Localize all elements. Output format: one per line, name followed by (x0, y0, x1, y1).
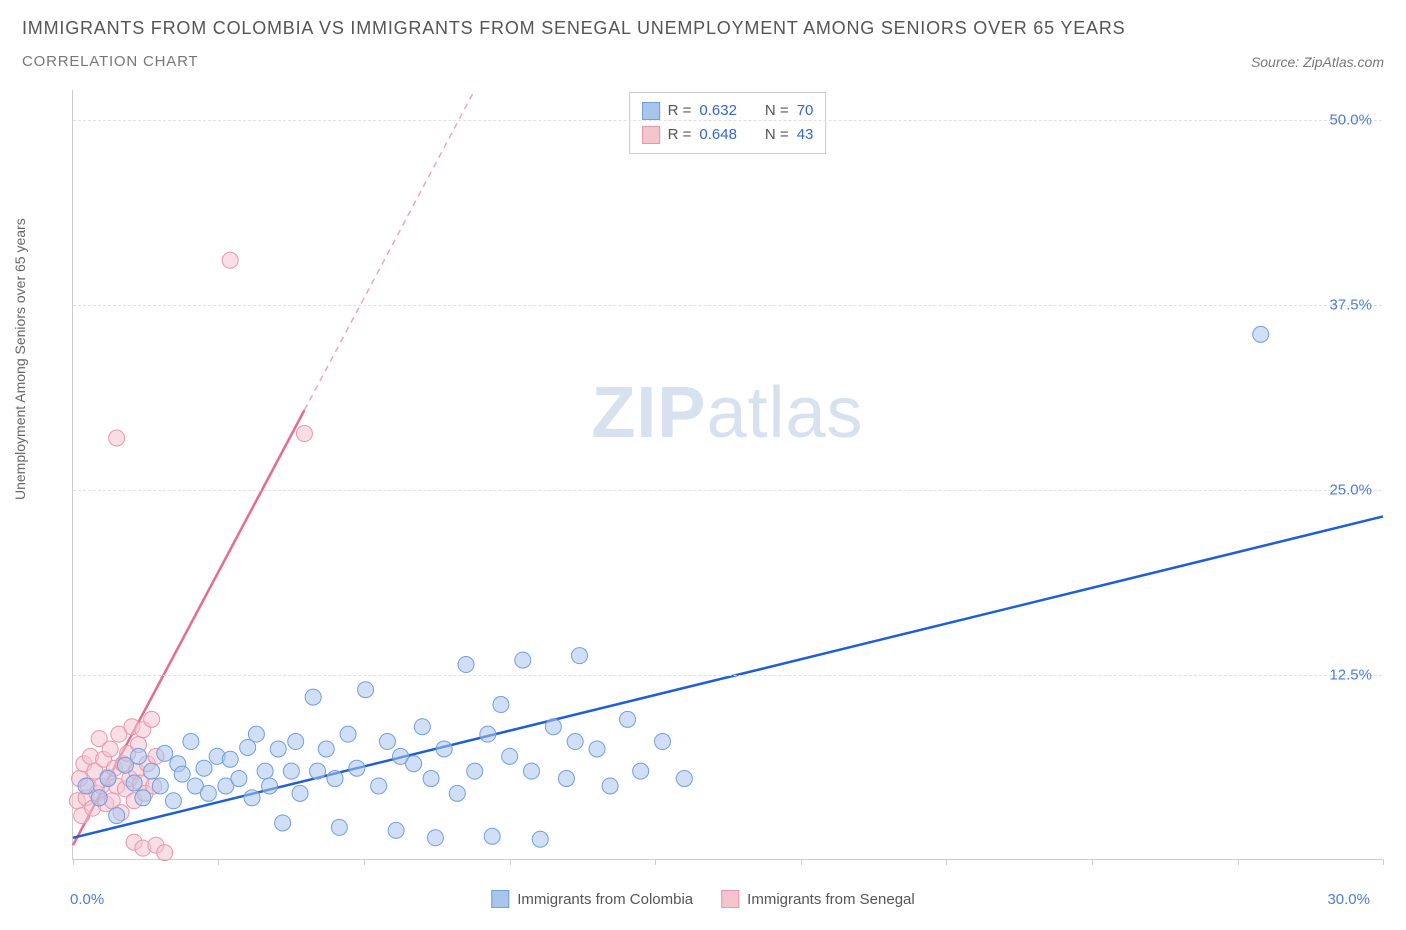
bottom-legend: Immigrants from Colombia Immigrants from… (491, 890, 914, 908)
stats-legend: R = 0.632 N = 70 R = 0.648 N = 43 (629, 92, 827, 154)
y-tick-label: 50.0% (1329, 111, 1372, 128)
chart-container: Unemployment Among Seniors over 65 years… (22, 90, 1384, 910)
legend-item-colombia: Immigrants from Colombia (491, 890, 693, 908)
y-tick-label: 37.5% (1329, 296, 1372, 313)
swatch-colombia (642, 102, 660, 120)
stats-row-senegal: R = 0.648 N = 43 (642, 123, 814, 147)
swatch-senegal (642, 126, 660, 144)
chart-title: IMMIGRANTS FROM COLOMBIA VS IMMIGRANTS F… (22, 18, 1384, 39)
legend-swatch-colombia (491, 890, 509, 908)
legend-label-senegal: Immigrants from Senegal (747, 891, 915, 908)
y-axis-label: Unemployment Among Seniors over 65 years (12, 218, 28, 500)
y-tick-label: 25.0% (1329, 481, 1372, 498)
x-axis-min-label: 0.0% (70, 891, 104, 908)
y-tick-label: 12.5% (1329, 666, 1372, 683)
scatter-svg (73, 90, 1383, 860)
chart-subtitle: CORRELATION CHART (22, 53, 198, 70)
x-axis-max-label: 30.0% (1327, 891, 1370, 908)
legend-item-senegal: Immigrants from Senegal (721, 890, 915, 908)
legend-label-colombia: Immigrants from Colombia (517, 891, 693, 908)
plot-area: ZIPatlas R = 0.632 N = 70 R = 0.648 N = … (72, 90, 1382, 860)
legend-swatch-senegal (721, 890, 739, 908)
source-attribution: Source: ZipAtlas.com (1251, 54, 1384, 70)
